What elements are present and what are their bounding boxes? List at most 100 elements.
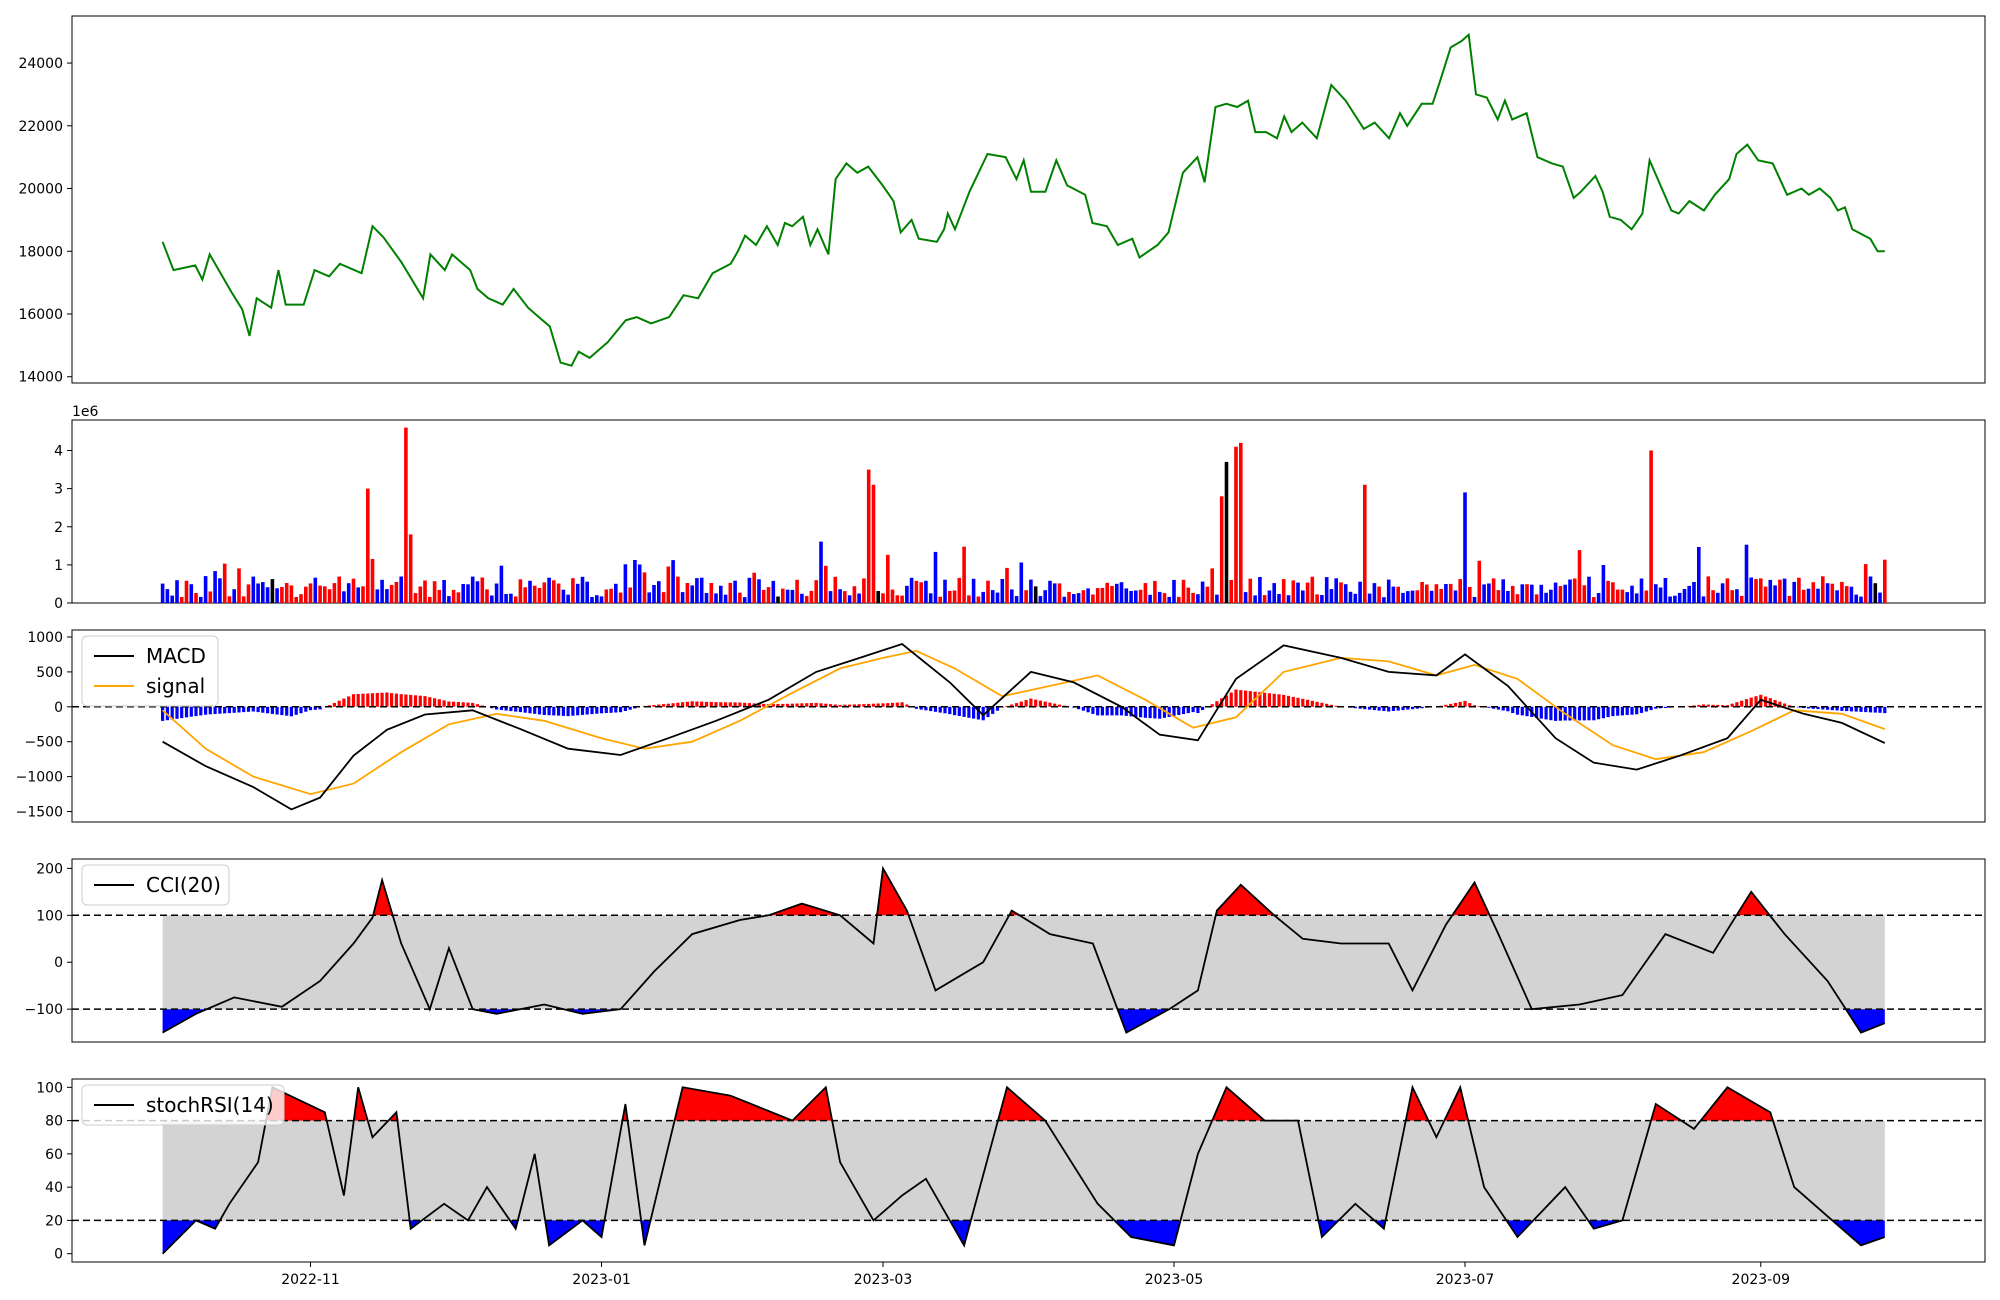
volume-bar [1649, 450, 1653, 603]
volume-bar [1863, 564, 1868, 603]
volume-bar [1615, 589, 1620, 603]
macd-histogram-bar [1282, 694, 1286, 707]
macd-histogram-bar [795, 703, 799, 707]
macd-histogram-bar [1835, 706, 1839, 711]
volume-bar [637, 564, 642, 603]
y-tick-label: 20000 [18, 182, 63, 198]
volume-bar [1840, 581, 1844, 603]
y-tick-label: 24000 [18, 56, 63, 72]
volume-bar [504, 594, 508, 603]
volume-bar [1396, 586, 1400, 603]
macd-histogram-bar [304, 706, 308, 712]
y-tick-label: 1 [54, 558, 63, 574]
legend-label: stochRSI(14) [146, 1093, 274, 1117]
macd-histogram-bar [1706, 704, 1710, 707]
volume-bar [1830, 583, 1835, 603]
legend-label: signal [146, 674, 205, 698]
volume-bar [976, 596, 981, 603]
macd-histogram-bar [762, 703, 766, 707]
volume-bar [905, 585, 909, 603]
y-tick-label: 100 [36, 1080, 63, 1096]
volume-bar [919, 582, 923, 603]
volume-bar [900, 595, 904, 603]
macd-line [162, 642, 1886, 811]
volume-bar [1530, 584, 1534, 603]
macd-histogram-bar [1821, 706, 1825, 710]
volume-bar [1348, 591, 1353, 603]
volume-bar [824, 565, 828, 603]
macd-histogram-bar [1630, 706, 1634, 715]
macd-histogram-bar [1740, 700, 1744, 707]
volume-bar [1086, 588, 1090, 603]
macd-histogram-bar [413, 695, 418, 707]
macd-panel: −1500 −1000 −500 0 500 1000 MACD signal [16, 629, 1986, 823]
stochrsi-line [161, 1084, 1886, 1255]
volume-bar [179, 597, 184, 603]
macd-histogram-bar [375, 693, 379, 707]
macd-histogram-bar [819, 703, 823, 707]
volume-bar [1596, 593, 1601, 603]
macd-histogram-bar [1081, 706, 1085, 711]
volume-bar [1172, 579, 1176, 603]
macd-histogram-bar [719, 702, 723, 707]
volume-bar [1210, 568, 1214, 603]
macd-histogram-bar [456, 702, 460, 707]
volume-bar [1067, 591, 1071, 603]
volume-bar [1134, 590, 1138, 603]
volume-bar [618, 592, 623, 603]
volume-bar [757, 579, 761, 603]
macd-histogram-bar [251, 706, 255, 712]
volume-bar [160, 583, 165, 603]
volume-bar [1372, 583, 1377, 603]
macd-histogram-bar [676, 702, 680, 707]
volume-bar [1143, 583, 1148, 603]
macd-histogram-bar [1711, 704, 1715, 707]
volume-bar [595, 595, 599, 603]
volume-bar [671, 560, 675, 603]
volume-bar [308, 583, 313, 603]
volume-bar [199, 596, 203, 603]
macd-histogram-bar [657, 704, 661, 707]
macd-histogram-bar [1053, 703, 1057, 707]
macd-histogram-bar [1873, 706, 1877, 713]
macd-histogram-bar [1783, 703, 1787, 707]
volume-bar [1844, 586, 1849, 603]
macd-histogram-bar [1773, 700, 1777, 707]
macd-histogram-bar [447, 701, 451, 707]
legend-box [81, 635, 219, 707]
macd-histogram-bar [1091, 706, 1095, 714]
volume-bar [838, 589, 842, 603]
volume-bar [385, 589, 389, 603]
volume-bar [1868, 576, 1873, 603]
volume-bar [232, 589, 236, 603]
volume-bar [1458, 579, 1462, 603]
volume-bar [1606, 580, 1610, 603]
volume-bar [1410, 590, 1415, 603]
volume-bar [1062, 596, 1067, 603]
macd-histogram-bar [576, 706, 580, 716]
volume-bar [1453, 590, 1458, 603]
volume-bar [399, 576, 403, 603]
macd-histogram-bar [356, 694, 360, 707]
volume-bar [981, 591, 985, 603]
macd-histogram-bar [280, 706, 284, 716]
macd-histogram-bar [418, 695, 422, 707]
volume-bar [1501, 579, 1505, 603]
price-line [161, 32, 1885, 367]
volume-bar [924, 580, 928, 603]
macd-histogram-bar [848, 704, 852, 707]
volume-bar [1792, 581, 1796, 603]
macd-histogram-bar [1415, 706, 1419, 709]
macd-histogram-bar [1601, 706, 1605, 719]
volume-bar [509, 593, 513, 603]
macd-histogram-bar [1754, 696, 1758, 707]
volume-bar [275, 588, 279, 603]
macd-histogram-bar [1329, 704, 1333, 707]
macd-histogram-bar [838, 704, 842, 707]
macd-histogram-bar [332, 702, 336, 707]
y-tick-label: 200 [36, 861, 63, 877]
macd-histogram-bar [833, 704, 837, 707]
macd-histogram-bar [1310, 700, 1314, 707]
macd-histogram-bar [428, 697, 432, 707]
volume-bar [246, 584, 251, 603]
